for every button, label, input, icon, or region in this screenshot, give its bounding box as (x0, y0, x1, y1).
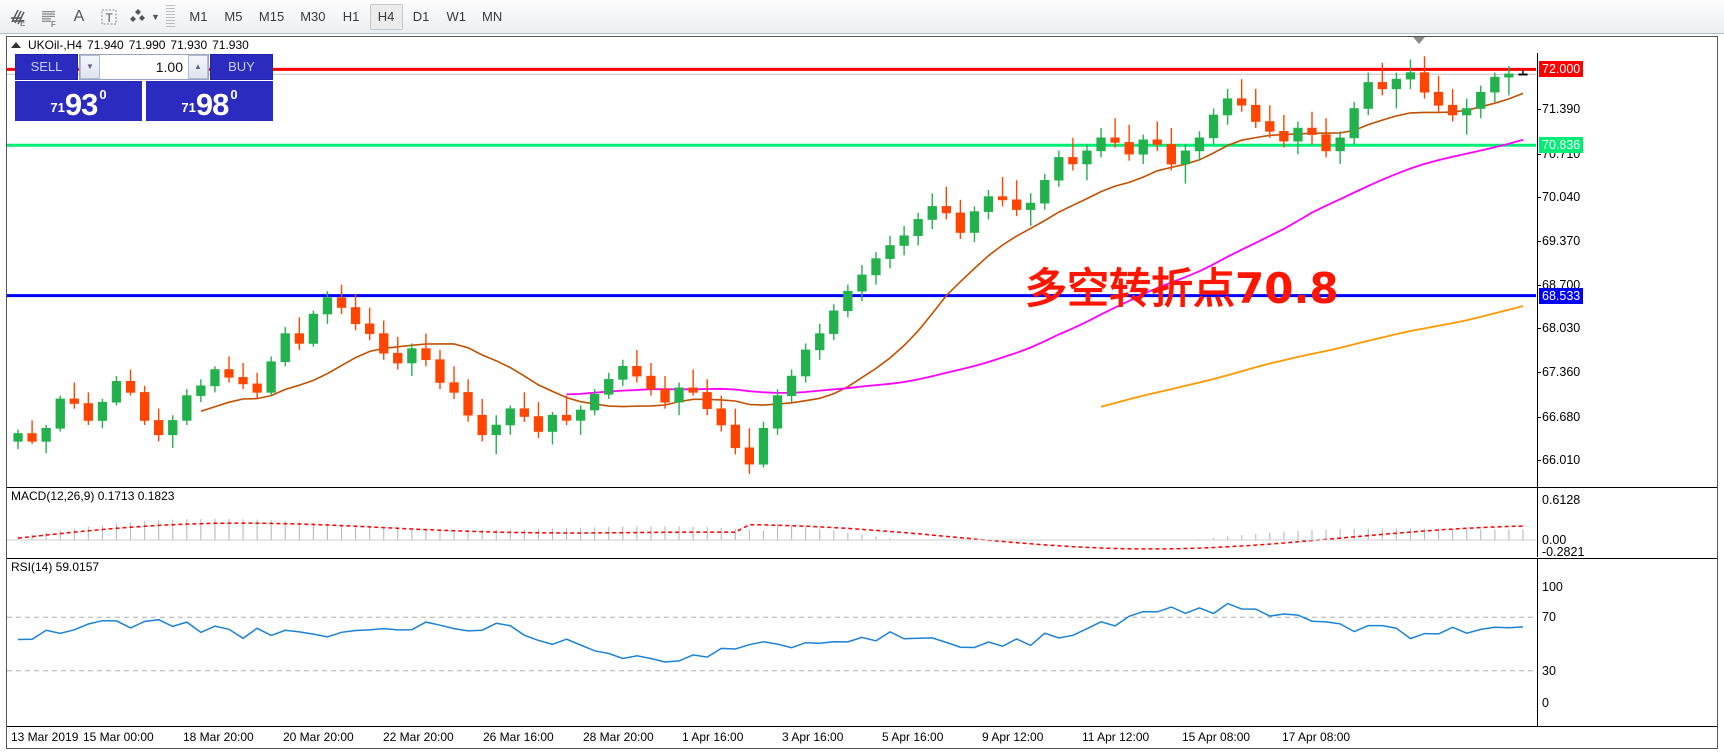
price-tick: 67.360 (1536, 365, 1581, 380)
volume-stepper[interactable]: ▼ 1.00 ▲ (79, 54, 209, 80)
buy-price-prefix: 71 (181, 100, 196, 115)
timeframe-m5[interactable]: M5 (224, 9, 243, 24)
time-tick-label: 13 Mar 2019 (11, 730, 79, 744)
price-tick: 66.010 (1536, 453, 1581, 468)
quote-close: 71.930 (212, 38, 249, 52)
price-tick: 68.030 (1536, 321, 1581, 336)
scroll-indicator-icon[interactable] (1413, 37, 1425, 44)
quote-low: 71.930 (170, 38, 208, 52)
sell-price-main: 93 (64, 87, 98, 122)
rsi-tick: 30 (1542, 663, 1556, 678)
time-tick-label: 1 Apr 16:00 (682, 730, 744, 744)
buy-price-display[interactable]: 71 98 0 (146, 80, 273, 122)
quote-open: 71.940 (87, 38, 124, 52)
timeframe-h4[interactable]: H4 (369, 3, 403, 30)
time-tick-label: 3 Apr 16:00 (782, 730, 844, 744)
macd-label: MACD(12,26,9) 0.1713 0.1823 (11, 489, 175, 503)
svg-text:T: T (106, 11, 114, 25)
rsi-tick: 70 (1542, 610, 1556, 625)
macd-pane[interactable]: MACD(12,26,9) 0.1713 0.1823 0.6128 0.00 -0… (7, 487, 1717, 559)
time-tick-label: 18 Mar 20:00 (183, 730, 254, 744)
volume-increment-icon[interactable]: ▲ (188, 55, 208, 79)
buy-price-pip: 0 (230, 87, 238, 102)
quote-bar: UKOil-,H4 71.940 71.990 71.930 71.930 (7, 37, 1717, 53)
timeframe-mn[interactable]: MN (482, 9, 503, 24)
sell-button[interactable]: SELL (15, 54, 78, 80)
sell-price-prefix: 71 (50, 100, 65, 115)
time-tick-label: 9 Apr 12:00 (982, 730, 1044, 744)
time-tick-label: 15 Apr 08:00 (1182, 730, 1251, 744)
chart-type-bars-icon[interactable]: F (34, 3, 64, 31)
price-chart-canvas (7, 56, 1536, 474)
rsi-axis: 100 70 30 0 (1537, 559, 1717, 726)
toolbar-separator (165, 4, 175, 29)
macd-canvas (7, 518, 1536, 550)
volume-input[interactable]: 1.00 (100, 55, 188, 79)
buy-button[interactable]: BUY (210, 54, 273, 80)
label-tool-icon[interactable]: T (94, 3, 124, 31)
timeframe-m15[interactable]: M15 (258, 9, 285, 24)
time-tick-label: 15 Mar 00:00 (83, 730, 154, 744)
time-tick-label: 26 Mar 16:00 (483, 730, 554, 744)
objects-tool-icon[interactable] (124, 3, 154, 31)
price-tick: 69.370 (1536, 233, 1581, 248)
time-tick-label: 28 Mar 20:00 (583, 730, 654, 744)
timeframe-d1[interactable]: D1 (412, 9, 430, 24)
price-tick: 66.680 (1536, 409, 1581, 424)
price-tick: 70.040 (1536, 190, 1581, 205)
rsi-tick: 0 (1542, 696, 1549, 710)
macd-tick: 0.00 (1542, 533, 1567, 547)
chart-annotation: 多空转折点70.8 (1025, 264, 1339, 313)
svg-text:E: E (20, 19, 25, 28)
quote-symbol: UKOil-,H4 (28, 38, 83, 52)
timeframe-m1[interactable]: M1 (189, 9, 208, 24)
timeframe-h1[interactable]: H1 (342, 9, 360, 24)
main-toolbar: E F A T (0, 0, 1724, 34)
price-level-tag: 68.533 (1539, 287, 1584, 304)
buy-price-main: 98 (195, 87, 229, 122)
time-tick-label: 20 Mar 20:00 (283, 730, 354, 744)
volume-decrement-icon[interactable]: ▼ (80, 55, 100, 79)
rsi-pane[interactable]: RSI(14) 59.0157 100 70 30 0 (7, 558, 1717, 726)
sell-price-display[interactable]: 71 93 0 (15, 80, 142, 122)
price-level-tag: 72.000 (1539, 61, 1584, 78)
time-tick-label: 11 Apr 12:00 (1082, 730, 1150, 744)
timeframe-w1[interactable]: W1 (446, 9, 467, 24)
price-axis[interactable]: 71.390 70.710 70.040 69.370 68.700 68.030 67.3… (1536, 53, 1717, 487)
quote-high: 71.990 (128, 38, 166, 52)
text-tool-icon[interactable]: A (73, 7, 85, 25)
collapse-triangle-icon[interactable] (11, 42, 21, 48)
time-tick-label: 5 Apr 16:00 (882, 730, 944, 744)
svg-text:F: F (51, 20, 56, 28)
rsi-tick: 100 (1542, 580, 1563, 594)
macd-tick: 0.6128 (1542, 493, 1581, 507)
objects-dropdown-caret-icon[interactable]: ▼ (151, 11, 160, 22)
price-tick: 71.390 (1536, 102, 1581, 117)
timeframe-m30[interactable]: M30 (300, 9, 326, 24)
price-level-tag: 70.836 (1539, 137, 1584, 154)
time-tick-label: 22 Mar 20:00 (383, 730, 454, 744)
price-pane[interactable]: 多空转折点70.8 71.390 70.710 70.040 69.370 68.700… (7, 53, 1717, 487)
macd-tick: -0.2821 (1542, 545, 1585, 559)
chart-type-candles-icon[interactable]: E (4, 3, 34, 31)
macd-axis: 0.6128 0.00 -0.2821 (1537, 488, 1717, 559)
sell-price-pip: 0 (99, 87, 107, 102)
rsi-label: RSI(14) 59.0157 (11, 560, 100, 574)
time-axis[interactable]: 13 Mar 2019 15 Mar 00:00 18 Mar 20:00 20 Ma… (7, 726, 1717, 748)
chart-window: UKOil-,H4 71.940 71.990 71.930 71.930 SE… (6, 36, 1718, 749)
one-click-trading-panel: SELL ▼ 1.00 ▲ BUY 71 93 0 71 98 0 (15, 54, 273, 121)
time-tick-label: 17 Apr 08:00 (1282, 730, 1351, 744)
rsi-canvas (7, 602, 1536, 672)
